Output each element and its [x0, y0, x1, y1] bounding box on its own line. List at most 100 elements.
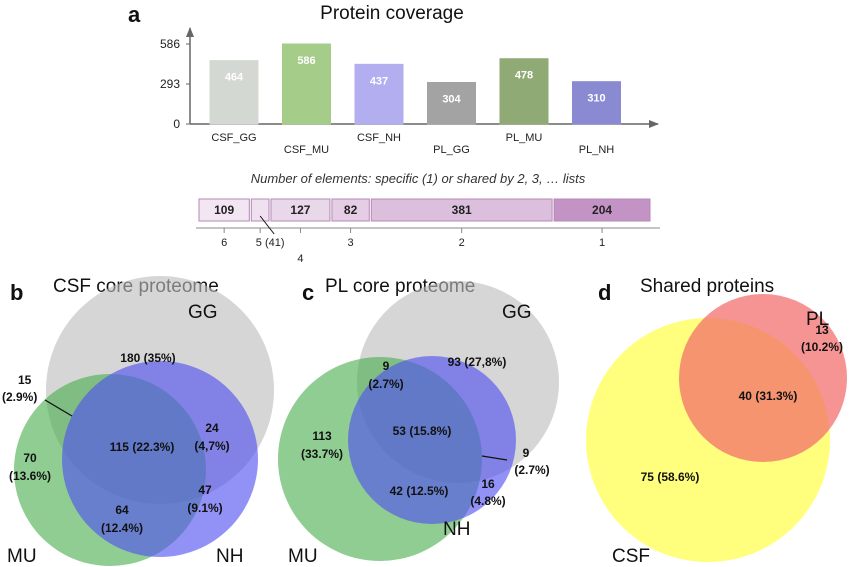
venn-b-nh-circle — [62, 361, 258, 557]
venn-c-region-pct: (2.7%) — [368, 377, 403, 391]
stack-segment-label: 127 — [290, 203, 310, 217]
venn-c-region-label: 93 (27,8%) — [448, 355, 507, 369]
venn-d-region-csf-only: 75 (58.6%) — [641, 470, 700, 484]
panel-letter-c: c — [302, 280, 314, 305]
bar-value-label: 437 — [370, 75, 388, 87]
stack-leader-line — [259, 215, 275, 235]
bars: 464 586 437 304 478 310 — [209, 43, 621, 125]
y-tick-label: 293 — [160, 77, 180, 91]
stack-segment — [370, 198, 553, 222]
venn-b-region-all: 115 (22.3%) — [110, 440, 175, 454]
venn-c-region-gg-only: 93 (27,8%) — [448, 355, 507, 369]
venn-b-region-gg-mu: 15 (2.9%) — [2, 373, 37, 404]
venn-b-region-count: 47 — [198, 483, 212, 497]
venn-d-set-pl: PL — [806, 309, 829, 330]
venn-b-region-pct: (9.1%) — [187, 501, 222, 515]
venn-b-region-pct: (4,7%) — [194, 439, 229, 453]
venn-c-region-count: 9 — [523, 446, 530, 460]
venn-d-region-count: 13 — [815, 323, 829, 337]
venn-c-region-count: 113 — [312, 429, 332, 443]
venn-b-region-count: 24 — [205, 421, 219, 435]
venn-c-region-pct: (4.8%) — [470, 494, 505, 508]
x-category-label: CSF_GG — [211, 132, 256, 144]
venn-c-region-label: 42 (12.5%) — [390, 484, 449, 498]
bar-value-label: 478 — [515, 70, 533, 82]
stack-segment-label: 204 — [592, 203, 612, 217]
venn-c-region-count: 16 — [481, 477, 495, 491]
bar-pl-gg — [427, 81, 476, 125]
venn-c-region-gg-mu: 9 (2.7%) — [368, 359, 403, 391]
venn-d-set-csf: CSF — [612, 546, 650, 567]
venn-c-set-mu: MU — [288, 546, 318, 567]
stacked-bar-ticks: 6 5 (41) 4 3 2 1 — [221, 215, 605, 265]
venn-d-region-label: 75 (58.6%) — [641, 470, 700, 484]
stacked-bar-title: Number of elements: specific (1) or shar… — [251, 171, 586, 186]
venn-b-region-label: 115 (22.3%) — [110, 440, 175, 454]
stacked-bar: 109 127 82 381 204 — [198, 198, 651, 222]
venn-c-region-gg-nh: 9 (2.7%) — [514, 446, 549, 477]
venn-d-region-pct: (10.2%) — [801, 340, 843, 354]
x-category-label: PL_GG — [433, 144, 470, 156]
venn-d-region-label: 40 (31.3%) — [739, 389, 798, 403]
bar-value-label: 304 — [442, 93, 461, 105]
venn-c-set-gg: GG — [502, 302, 532, 323]
venn-b-region-count: 64 — [115, 503, 129, 517]
stack-segment-label: 109 — [214, 203, 234, 217]
bar-chart-title: Protein coverage — [320, 3, 464, 24]
venn-b-region-mu-only: 70 (13.6%) — [9, 451, 51, 483]
x-category-label: PL_NH — [579, 144, 615, 156]
stack-tick-label: 4 — [297, 253, 303, 265]
venn-c-set-nh: NH — [443, 519, 470, 540]
stack-tick-label: 2 — [459, 237, 465, 249]
bar-pl-mu — [499, 58, 549, 125]
panel-letter-b: b — [10, 280, 23, 305]
bar-csf-gg — [209, 60, 259, 125]
venn-b-leader-line — [44, 399, 73, 417]
stack-tick-label: 5 (41) — [256, 237, 285, 249]
venn-d-region-shared: 40 (31.3%) — [739, 389, 798, 403]
stack-segment — [198, 198, 250, 222]
bar-csf-mu — [282, 43, 331, 125]
bar-value-label: 310 — [587, 93, 605, 105]
venn-c-region-pct: (2.7%) — [514, 463, 549, 477]
stack-segment — [553, 198, 651, 222]
venn-d-pl-circle — [679, 294, 847, 462]
panel-letter-a: a — [128, 2, 141, 27]
y-tick-labels: 0 293 586 — [160, 37, 190, 131]
bar-pl-nh — [572, 81, 621, 125]
stack-segment — [270, 198, 331, 222]
category-labels: CSF_GG CSF_MU CSF_NH PL_GG PL_MU PL_NH — [211, 132, 614, 156]
venn-c-region-mu-only: 113 (33.7%) — [301, 429, 343, 461]
x-category-label: CSF_NH — [357, 132, 401, 144]
venn-b-region-pct: (2.9%) — [2, 390, 37, 404]
venn-d-title: Shared proteins — [640, 276, 774, 297]
stack-tick-label: 6 — [221, 237, 227, 249]
x-category-label: CSF_MU — [284, 144, 329, 156]
venn-b-region-nh-only: 47 (9.1%) — [187, 483, 222, 515]
bar-csf-nh — [354, 63, 404, 125]
stack-segment — [250, 198, 270, 222]
venn-b-region-count: 15 — [18, 373, 32, 387]
venn-c-nh-circle — [348, 356, 516, 524]
panel-letter-d: d — [598, 280, 611, 305]
stack-tick-label: 3 — [348, 237, 354, 249]
venn-b-region-gg-only: 180 (35%) — [120, 351, 175, 365]
venn-c-region-mu-nh: 42 (12.5%) — [390, 484, 449, 498]
venn-c-region-pct: (33.7%) — [301, 447, 343, 461]
venn-c-region-all: 53 (15.8%) — [393, 424, 452, 438]
venn-b-region-mu-nh: 64 (12.4%) — [101, 503, 143, 535]
bar-value-label: 464 — [225, 72, 244, 84]
venn-c-region-count: 9 — [383, 359, 390, 373]
venn-b-region-count: 70 — [23, 451, 37, 465]
venn-c-region-nh-only: 16 (4.8%) — [470, 477, 505, 508]
stack-segment-label: 381 — [452, 203, 472, 217]
venn-c-region-label: 53 (15.8%) — [393, 424, 452, 438]
venn-b-region-pct: (13.6%) — [9, 469, 51, 483]
stack-segment-label: 82 — [344, 203, 358, 217]
venn-c-leader-line — [481, 455, 508, 461]
y-tick-label: 586 — [160, 37, 180, 51]
venn-b-region-label: 180 (35%) — [120, 351, 175, 365]
venn-b-set-gg: GG — [188, 302, 218, 323]
venn-d-region-pl-only: 13 (10.2%) — [801, 323, 843, 354]
